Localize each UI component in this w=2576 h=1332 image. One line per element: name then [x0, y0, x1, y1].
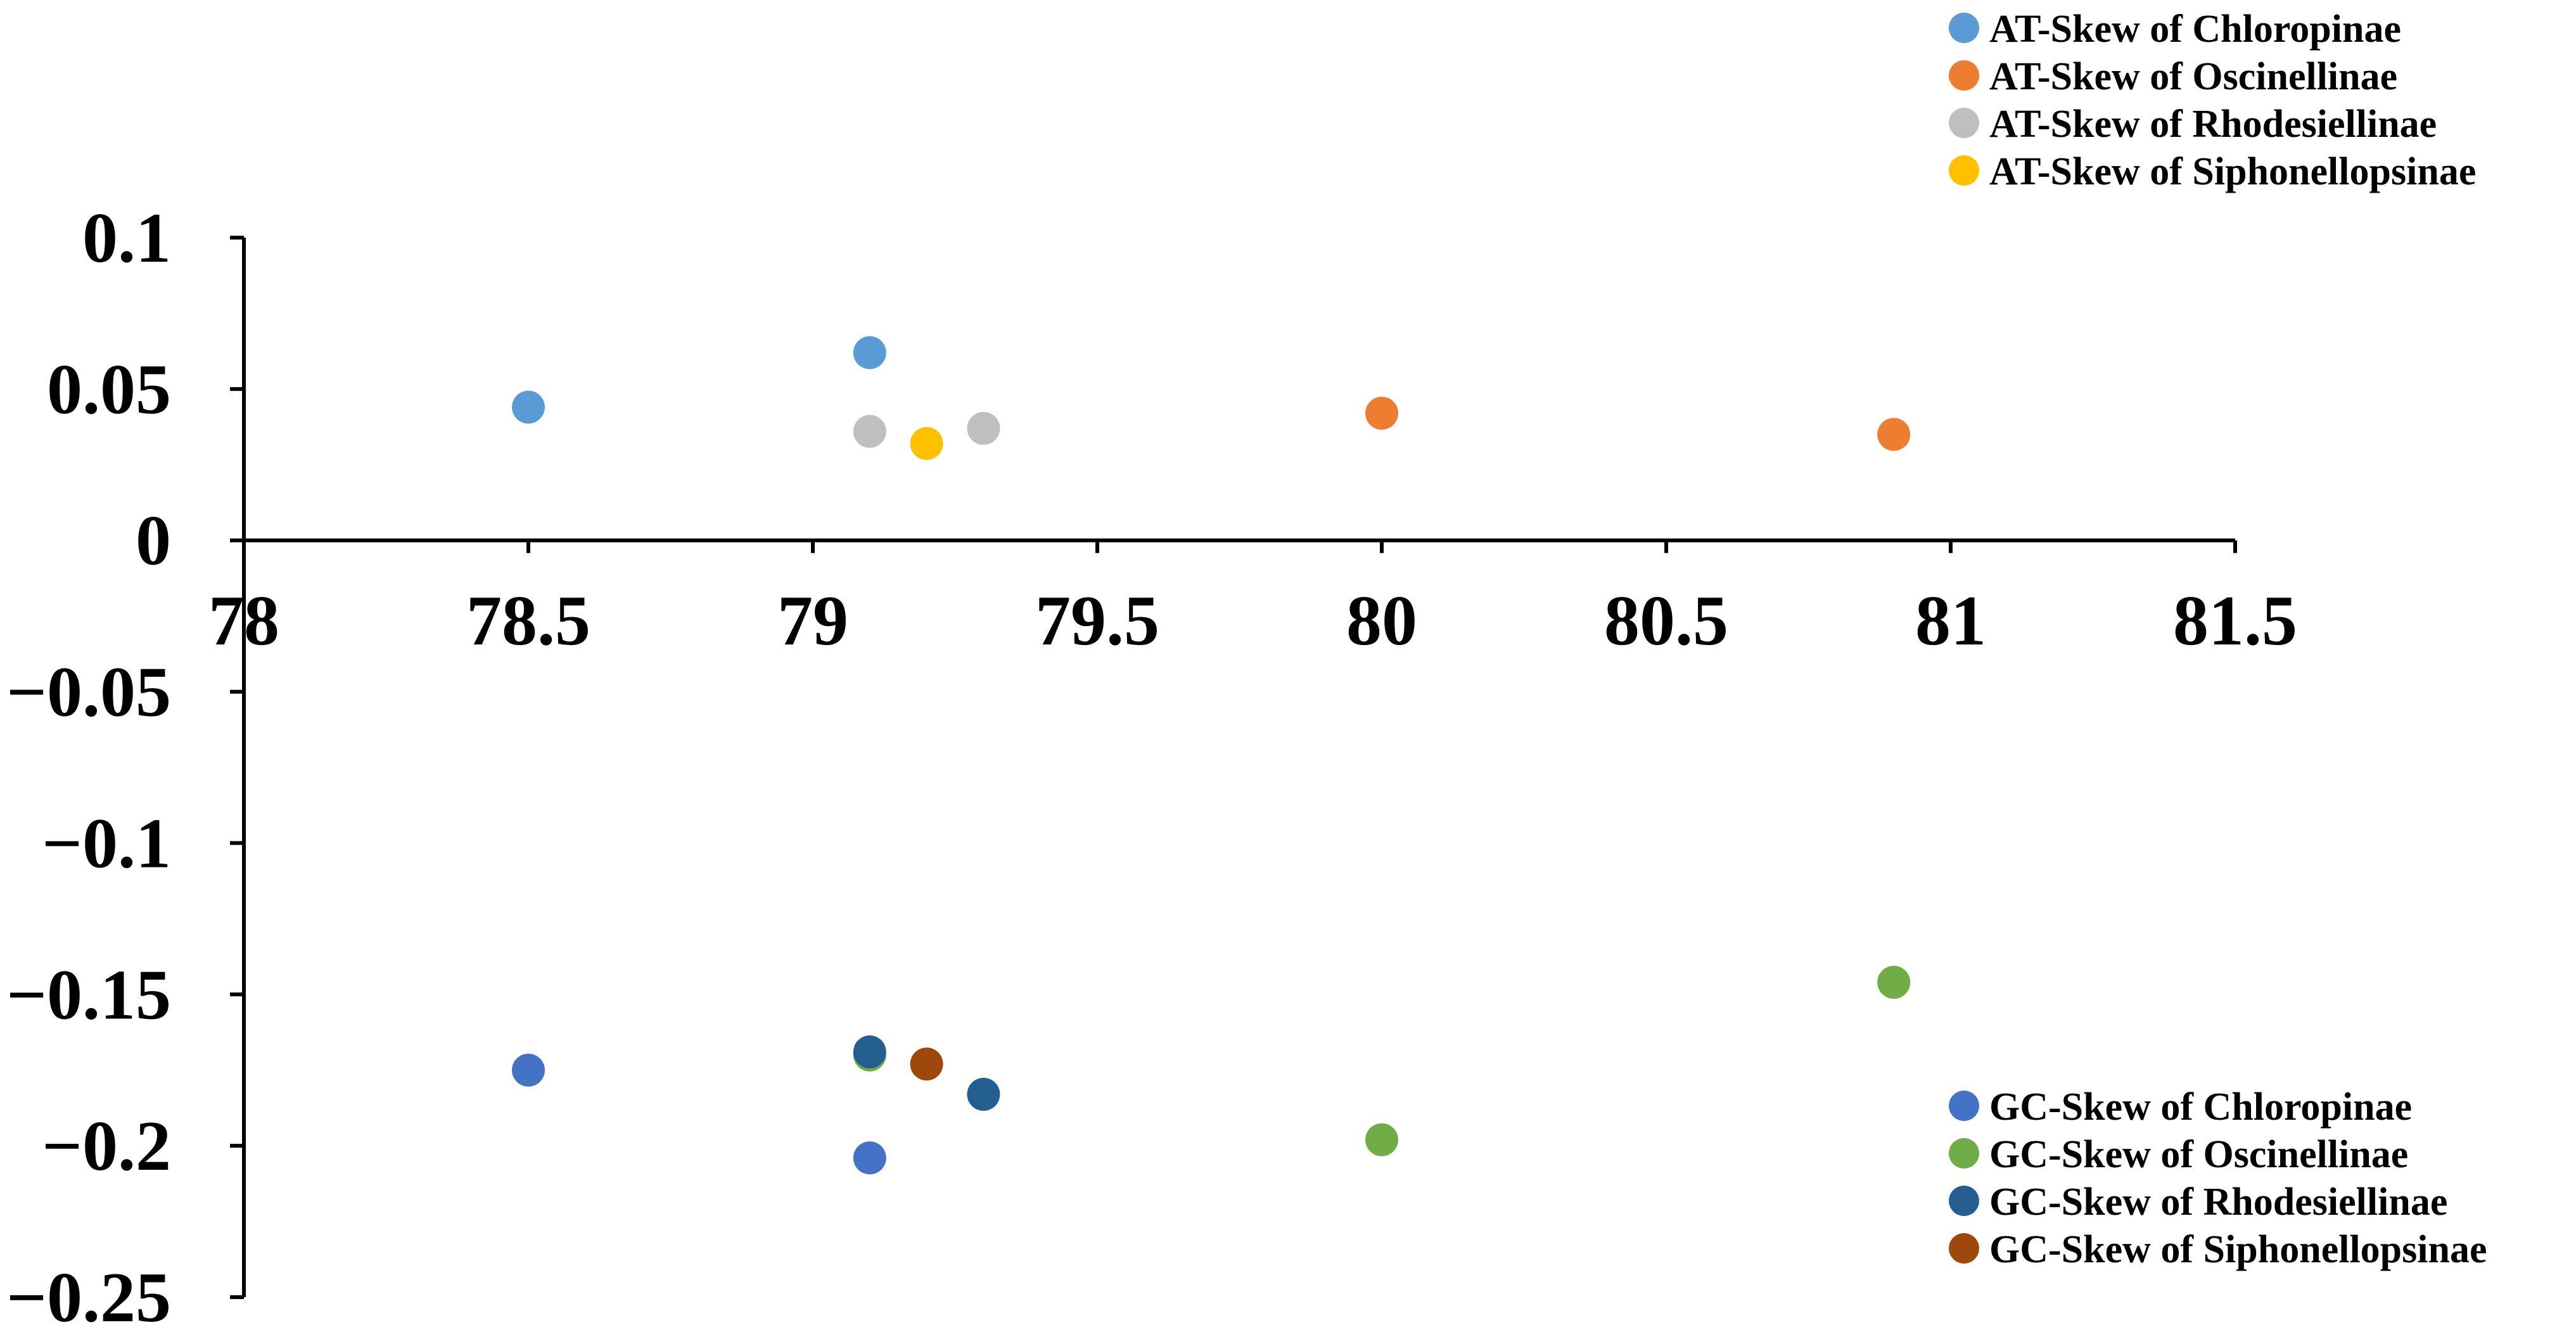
x-tick-label: 78 [208, 582, 279, 660]
legend-marker [1949, 13, 1979, 43]
data-point [910, 1047, 943, 1081]
data-point [1877, 418, 1911, 451]
legend-label: AT-Skew of Siphonellopsinae [1989, 150, 2476, 193]
data-point [512, 1053, 545, 1087]
legend-label: AT-Skew of Oscinellinae [1989, 55, 2397, 98]
x-tick-label: 81 [1915, 582, 1986, 660]
x-tick-label: 79 [777, 582, 848, 660]
data-point [853, 336, 886, 369]
y-tick-label: −0.15 [6, 956, 171, 1034]
legend-marker [1949, 1138, 1979, 1169]
legend-marker [1949, 1186, 1979, 1216]
data-points [512, 336, 1911, 1175]
legend-marker [1949, 155, 1979, 186]
tick-marks [230, 236, 2237, 1299]
legend-label: GC-Skew of Oscinellinae [1989, 1133, 2408, 1176]
data-point [910, 426, 943, 460]
y-tick-label: 0.1 [82, 199, 171, 278]
legend-marker [1949, 108, 1979, 138]
x-tick-label: 79.5 [1035, 582, 1159, 660]
y-tick-label: −0.2 [42, 1107, 171, 1186]
data-point [512, 390, 545, 424]
data-point [967, 1077, 1000, 1111]
y-tick-label: −0.25 [6, 1258, 171, 1332]
data-point [853, 1141, 886, 1175]
data-point [967, 411, 1000, 445]
x-tick-label: 80 [1346, 582, 1417, 660]
y-tick-label: −0.05 [6, 653, 171, 732]
data-point [853, 1035, 886, 1069]
y-tick-label: 0.05 [47, 350, 171, 429]
data-point [1365, 397, 1398, 430]
y-tick-label: 0 [136, 502, 171, 580]
axes [242, 238, 2235, 1297]
data-point [1877, 966, 1911, 999]
legend-marker [1949, 60, 1979, 91]
legend-marker [1949, 1091, 1979, 1121]
legend-label: AT-Skew of Chloropinae [1989, 8, 2401, 51]
legend-label: GC-Skew of Chloropinae [1989, 1085, 2412, 1129]
x-tick-label: 81.5 [2173, 582, 2297, 660]
legend-label: AT-Skew of Rhodesiellinae [1989, 103, 2437, 146]
y-tick-label: −0.1 [42, 804, 171, 883]
legend-marker [1949, 1233, 1979, 1264]
x-tick-label: 78.5 [466, 582, 590, 660]
data-point [853, 414, 886, 448]
legend-label: GC-Skew of Rhodesiellinae [1989, 1181, 2447, 1224]
tick-labels: 78 78.5 79 79.5 80 80.5 81 81.5 0.1 0.05 0 −0.05 −0.… [6, 199, 2297, 1332]
x-tick-label: 80.5 [1604, 582, 1728, 660]
data-point [1365, 1123, 1398, 1156]
legend-label: GC-Skew of Siphonellopsinae [1989, 1228, 2487, 1271]
